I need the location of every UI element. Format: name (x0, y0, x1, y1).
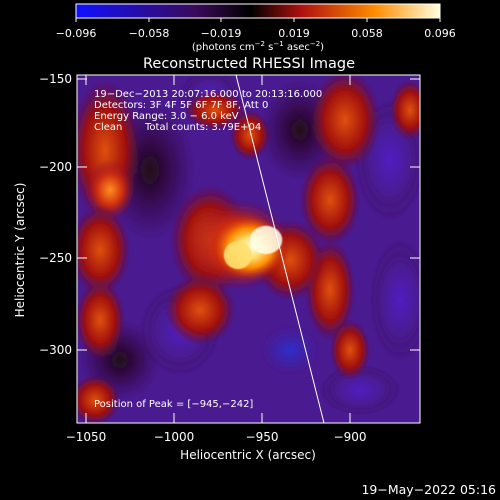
info-total-counts: Total counts: 3.79E+04 (144, 122, 261, 133)
info-time-range: 19−Dec−2013 20:07:16.000 to 20:13:16.000 (94, 89, 322, 100)
info-clean-label: Clean (94, 122, 122, 133)
info-energy-range: Energy Range: 3.0 − 6.0 keV (94, 111, 239, 122)
x-axis-label: Heliocentric X (arcsec) (180, 448, 316, 462)
rhessi-image (77, 75, 420, 423)
colorbar: −0.096 −0.058 −0.019 0.019 0.058 0.096 (… (56, 3, 456, 53)
x-tick-label: −1050 (66, 430, 107, 444)
peak-position: Position of Peak = [−945,−242] (94, 399, 253, 410)
solar-limb-line (235, 75, 325, 423)
colorbar-tick-label: −0.096 (56, 27, 97, 40)
colorbar-gradient (75, 3, 441, 19)
colorbar-tick-label: −0.019 (201, 27, 242, 40)
colorbar-tick-marks (75, 18, 441, 22)
colorbar-tick-label: 0.096 (424, 27, 456, 40)
colorbar-tick-label: 0.058 (351, 27, 383, 40)
y-axis-label: Heliocentric Y (arcsec) (13, 183, 27, 318)
x-axis (85, 75, 351, 423)
render-timestamp: 19−May−2022 05:16 (361, 482, 496, 497)
y-tick-label: −150 (39, 72, 72, 86)
x-tick-label: −950 (246, 430, 279, 444)
x-tick-label: −1000 (154, 430, 195, 444)
plot-frame (76, 74, 421, 424)
y-tick-label: −300 (39, 343, 72, 357)
colorbar-tick-label: −0.058 (129, 27, 170, 40)
y-axis (77, 78, 420, 351)
plot-title: Reconstructed RHESSI Image (143, 56, 355, 72)
x-tick-label: −900 (334, 430, 367, 444)
info-block: 19−Dec−2013 20:07:16.000 to 20:13:16.000… (94, 89, 322, 133)
colorbar-tick-label: 0.019 (278, 27, 310, 40)
y-tick-label: −250 (39, 251, 72, 265)
colorbar-units: (photons cm−2 s−1 asec−2) (192, 40, 324, 53)
info-detectors: Detectors: 3F 4F 5F 6F 7F 8F, Att 0 (94, 100, 268, 111)
y-tick-label: −200 (39, 160, 72, 174)
